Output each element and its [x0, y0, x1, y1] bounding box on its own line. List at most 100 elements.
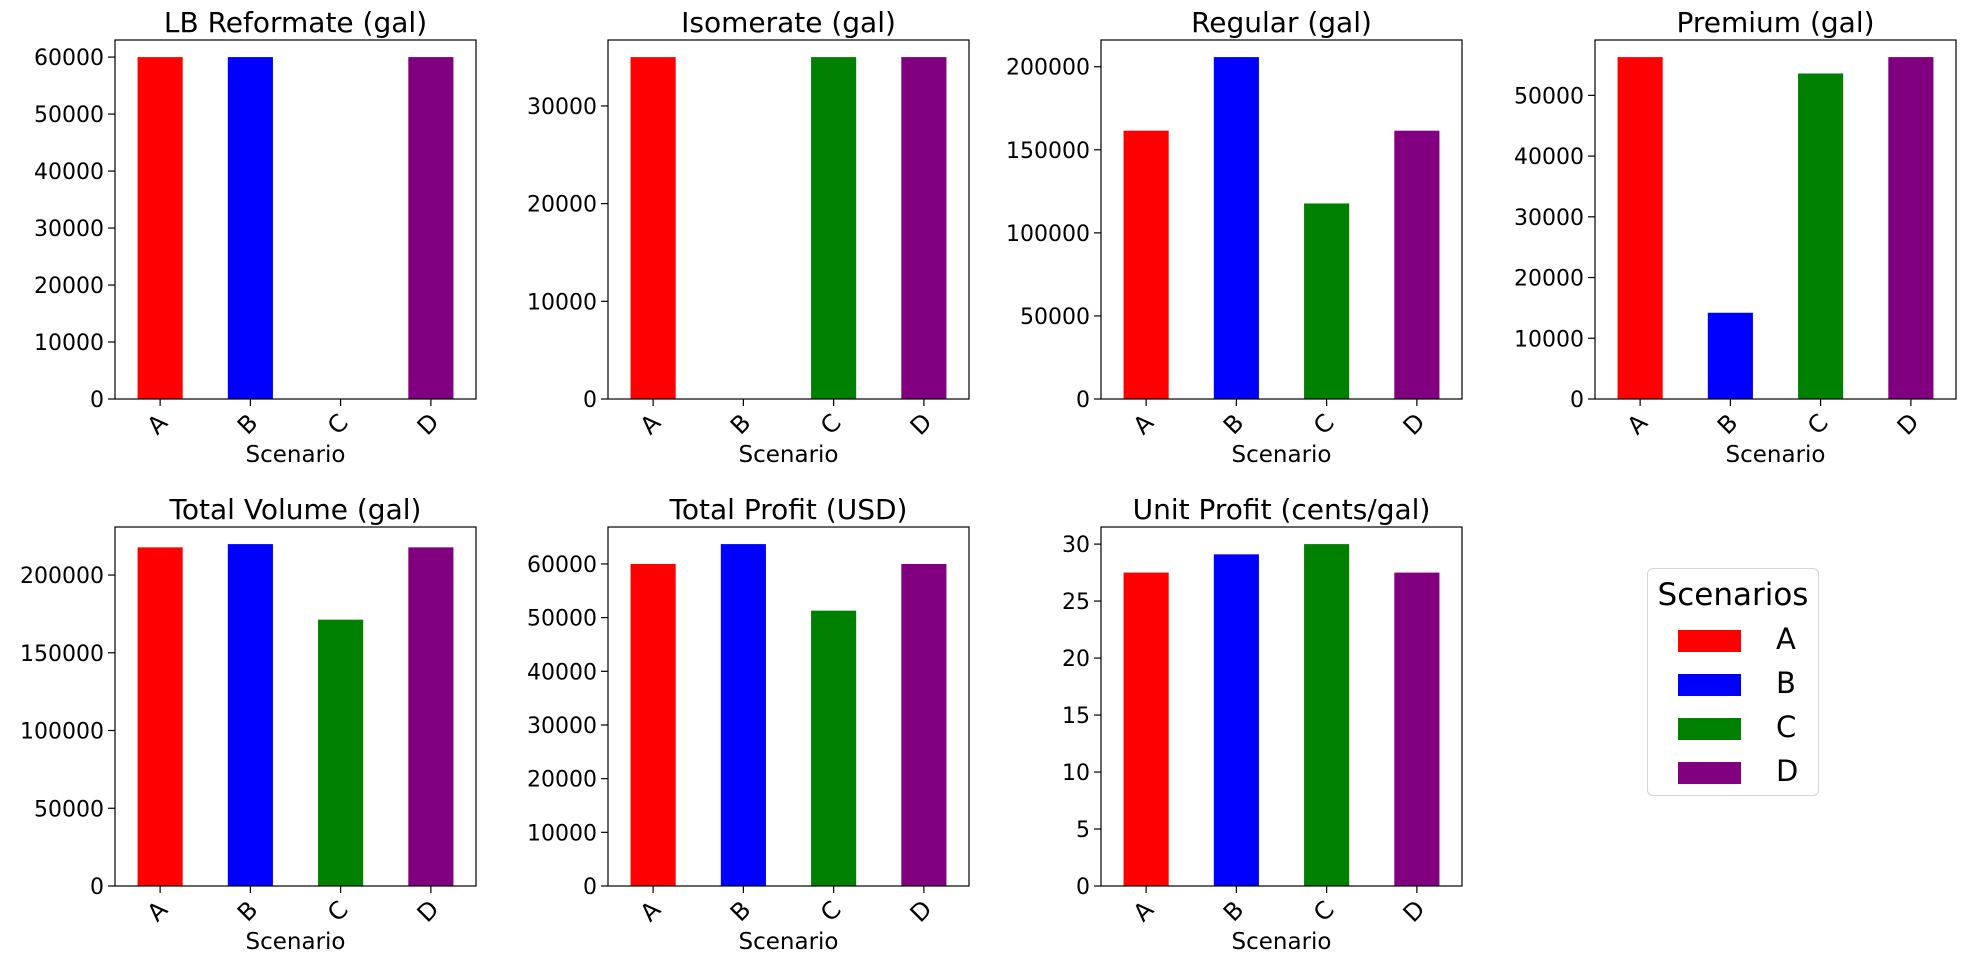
subplot-3-xtick-label-a: A [1128, 408, 1160, 440]
subplot-3-bar-a [1123, 130, 1169, 399]
subplot-6-ytick-label-30000: 30000 [527, 714, 597, 739]
subplot-2-ytick-label-0: 0 [583, 388, 597, 413]
subplot-4-bar-b [1707, 312, 1753, 399]
subplot-6-bar-d [901, 563, 947, 886]
subplot-1-bar-b [227, 57, 273, 399]
subplot-2-isomerate-gal: A B C D 0 10000 20000 30000 Isomerate (gal) Scena… [527, 6, 970, 468]
subplot-1-xtick-label-a: A [142, 408, 174, 440]
legend-swatch-c [1678, 718, 1741, 740]
subplot-4-ytick-label-30000: 30000 [1514, 206, 1584, 231]
subplot-7-ytick-label-30: 30 [1062, 533, 1090, 558]
subplot-4-bar-c [1798, 73, 1844, 400]
subplot-2-xtick-label-b: B [725, 409, 756, 440]
subplot-1-xlabel: Scenario [246, 442, 346, 468]
subplot-7-xtick-label-c: C [1308, 895, 1340, 927]
subplot-3-bar-d [1394, 130, 1440, 399]
subplot-5-xtick-label-d: D [412, 895, 445, 928]
subplot-7-title: Unit Profit (cents/gal) [1133, 493, 1431, 526]
subplot-6-axes-frame [607, 526, 970, 887]
subplot-1-ytick-label-10000: 10000 [34, 331, 104, 356]
subplot-7-ytick-label-20: 20 [1062, 647, 1090, 672]
subplot-2-xtick-label-a: A [635, 408, 667, 440]
subplot-1-ytick-label-40000: 40000 [34, 160, 104, 185]
subplot-4-axes-frame [1594, 39, 1957, 400]
subplot-6-ytick-label-0: 0 [583, 875, 597, 900]
subplot-6-xtick-label-b: B [725, 896, 756, 927]
subplot-7-xtick-label-b: B [1218, 896, 1249, 927]
subplot-5-bar-a [137, 547, 183, 886]
subplot-3-bar-c [1304, 203, 1350, 399]
subplot-7-xtick-label-a: A [1128, 895, 1160, 927]
subplot-6-bar-a [630, 563, 676, 886]
subplot-5-xtick-label-a: A [142, 895, 174, 927]
subplot-5-ytick-label-50000: 50000 [34, 797, 104, 822]
subplot-3-axes-frame [1100, 39, 1463, 400]
subplot-4-xtick-label-b: B [1712, 409, 1743, 440]
subplot-3-xtick-label-b: B [1218, 409, 1249, 440]
subplot-6-xtick-label-c: C [815, 895, 847, 927]
subplot-4-xtick-label-c: C [1802, 408, 1834, 440]
subplot-1-bar-a [137, 57, 183, 399]
subplot-1-xtick-label-d: D [412, 408, 445, 441]
subplot-1-ytick-label-0: 0 [90, 388, 104, 413]
subplot-3-ytick-label-0: 0 [1076, 388, 1090, 413]
subplot-2-xlabel: Scenario [739, 442, 839, 468]
subplot-7-unit-profit-cents-gal: A B C D 0 5 10 15 20 25 30 Unit Profit (cents/gal) S… [1062, 493, 1463, 955]
subplot-3-ytick-label-150000: 150000 [1006, 139, 1090, 164]
subplot-3-bar-b [1213, 57, 1259, 399]
subplot-1-xtick-label-b: B [232, 409, 263, 440]
legend-label-b: B [1776, 666, 1796, 700]
subplot-3-xtick-label-c: C [1308, 408, 1340, 440]
subplot-1-lb-reformate-gal: A B C D 0 10000 20000 30000 40000 50000 60000 LB Re… [34, 6, 477, 468]
subplot-2-xtick-label-c: C [815, 408, 847, 440]
subplot-5-ytick-label-150000: 150000 [20, 642, 104, 667]
subplot-6-ytick-label-50000: 50000 [527, 607, 597, 632]
subplot-6-xtick-label-d: D [905, 895, 938, 928]
subplot-6-bar-b [720, 544, 766, 886]
subplot-6-title: Total Profit (USD) [669, 493, 908, 526]
legend-swatch-b [1678, 674, 1741, 696]
subplot-5-xtick-label-b: B [232, 896, 263, 927]
legend: Scenarios A B C D [1647, 568, 1819, 796]
subplot-7-bar-c [1304, 544, 1350, 886]
subplot-3-ytick-label-100000: 100000 [1006, 222, 1090, 247]
subplot-1-axes-frame [114, 39, 477, 400]
subplot-7-bar-d [1394, 572, 1440, 886]
subplot-5-bar-b [227, 544, 273, 886]
subplot-5-axes-frame [114, 526, 477, 887]
subplot-6-xlabel: Scenario [739, 929, 839, 955]
legend-swatch-a [1678, 630, 1741, 652]
subplot-2-ytick-label-30000: 30000 [527, 95, 597, 120]
subplot-4-bar-d [1888, 57, 1934, 399]
subplot-5-title: Total Volume (gal) [169, 493, 422, 526]
subplot-7-xlabel: Scenario [1232, 929, 1332, 955]
subplot-7-ytick-label-10: 10 [1062, 761, 1090, 786]
subplot-4-premium-gal: A B C D 0 10000 20000 30000 40000 50000 Premium (g… [1514, 6, 1957, 468]
subplot-2-ytick-label-20000: 20000 [527, 193, 597, 218]
subplot-5-xlabel: Scenario [246, 929, 346, 955]
subplot-4-ytick-label-0: 0 [1570, 388, 1584, 413]
subplot-7-axes-frame [1100, 526, 1463, 887]
subplot-2-bar-a [630, 57, 676, 399]
subplot-4-ytick-label-10000: 10000 [1514, 327, 1584, 352]
subplot-7-ytick-label-25: 25 [1062, 590, 1090, 615]
subplot-2-ytick-label-10000: 10000 [527, 290, 597, 315]
subplot-4-ytick-label-40000: 40000 [1514, 145, 1584, 170]
legend-label-c: C [1776, 710, 1797, 744]
subplot-1-xtick-label-c: C [322, 408, 354, 440]
subplot-1-title: LB Reformate (gal) [164, 6, 427, 39]
subplot-5-bar-c [318, 619, 364, 886]
subplot-1-ytick-label-60000: 60000 [34, 46, 104, 71]
subplot-5-ytick-label-100000: 100000 [20, 720, 104, 745]
subplot-6-xtick-label-a: A [635, 895, 667, 927]
subplot-4-xlabel: Scenario [1726, 442, 1826, 468]
subplot-6-ytick-label-60000: 60000 [527, 553, 597, 578]
subplot-7-ytick-label-15: 15 [1062, 704, 1090, 729]
subplot-6-ytick-label-40000: 40000 [527, 660, 597, 685]
subplot-4-ytick-label-20000: 20000 [1514, 267, 1584, 292]
subplot-3-ytick-label-50000: 50000 [1020, 305, 1090, 330]
subplot-1-ytick-label-50000: 50000 [34, 103, 104, 128]
legend-label-d: D [1776, 754, 1799, 788]
legend-label-a: A [1776, 622, 1796, 656]
legend-swatch-d [1678, 762, 1741, 784]
